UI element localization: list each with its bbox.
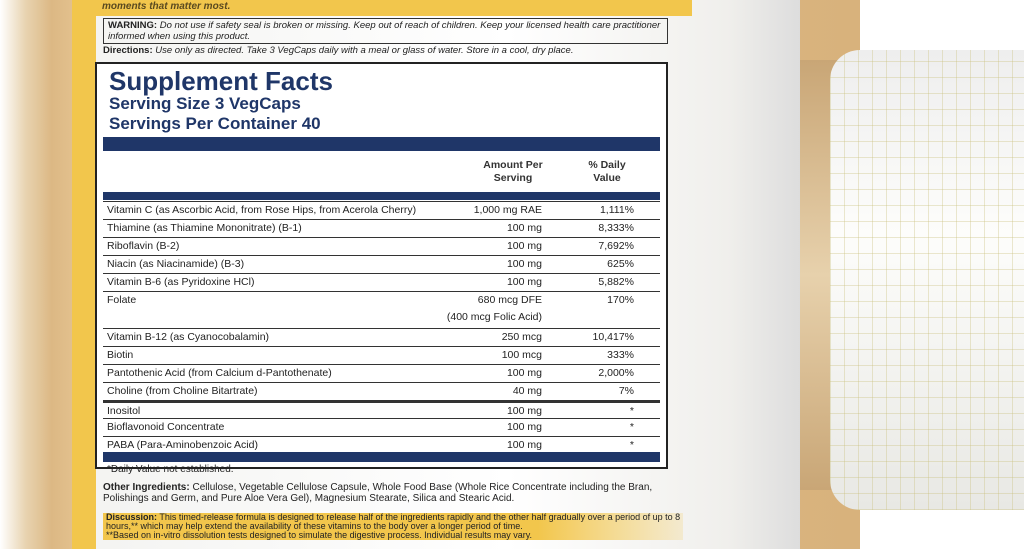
amount: 680 mcg DFE: [477, 294, 542, 306]
col-amount: Amount Per Serving: [483, 159, 543, 184]
amount: 100 mcg: [501, 349, 542, 361]
divider-bar: [103, 137, 660, 151]
table-row: Vitamin C (as Ascorbic Acid, from Rose H…: [103, 201, 660, 219]
amount-detail: (400 mcg Folic Acid): [446, 311, 542, 323]
table-row: Niacin (as Niacinamide) (B-3) 100 mg 625%: [103, 255, 660, 273]
label-stripe: [72, 0, 96, 549]
table-row: Vitamin B-6 (as Pyridoxine HCl) 100 mg 5,8…: [103, 273, 660, 291]
amount: 100 mg: [506, 405, 542, 417]
other-ingredients: Other Ingredients: Cellulose, Vegetable …: [103, 482, 653, 504]
nutrient-name: Niacin (as Niacinamide) (B-3): [107, 258, 245, 270]
table-row: Choline (from Choline Bitartrate) 40 mg 7%: [103, 382, 660, 400]
divider-bar: [103, 192, 660, 200]
col-dv: % Daily Value: [588, 159, 626, 184]
table-row: Biotin 100 mcg 333%: [103, 346, 660, 364]
daily-value: 5,882%: [598, 276, 634, 288]
table-row: Riboflavin (B-2) 100 mg 7,692%: [103, 237, 660, 255]
daily-value: *: [629, 405, 634, 417]
nutrient-name: Vitamin B-12 (as Cyanocobalamin): [107, 331, 270, 343]
nutrient-name: Vitamin B-6 (as Pyridoxine HCl): [107, 276, 255, 288]
tagline: moments that matter most.: [72, 0, 692, 16]
nutrient-name: Pantothenic Acid (from Calcium d-Pantoth…: [107, 367, 332, 379]
amount: 100 mg: [506, 258, 542, 270]
divider-bar: [103, 452, 660, 462]
nutrient-name: Biotin: [107, 349, 134, 361]
table-row: Thiamine (as Thiamine Mononitrate) (B-1)…: [103, 219, 660, 237]
daily-value: 170%: [607, 294, 634, 306]
daily-value: 1,111%: [599, 204, 634, 216]
amount: 1,000 mg RAE: [473, 204, 542, 216]
nutrient-name: Thiamine (as Thiamine Mononitrate) (B-1): [107, 222, 302, 234]
footnote: *Daily Value not established.: [107, 464, 234, 475]
daily-value: 625%: [607, 258, 634, 270]
table-row: Vitamin B-12 (as Cyanocobalamin) 250 mcg 1…: [103, 328, 660, 346]
table-row: Folate 680 mcg DFE (400 mcg Folic Acid) 170…: [103, 291, 660, 327]
supplement-facts-panel: Supplement Facts Serving Size 3 VegCaps …: [95, 62, 668, 475]
table-row: PABA (Para-Aminobenzoic Acid) 100 mg *: [103, 436, 660, 454]
nutrient-name: Bioflavonoid Concentrate: [107, 421, 225, 433]
daily-value: *: [629, 421, 634, 433]
daily-value: 7,692%: [598, 240, 634, 252]
amount: 100 mg: [506, 421, 542, 433]
warning: WARNING: Do not use if safety seal is br…: [103, 18, 668, 44]
daily-value: 8,333%: [598, 222, 634, 234]
amount: 100 mg: [506, 367, 542, 379]
serving-size: Serving Size 3 VegCaps: [109, 94, 301, 113]
servings-per-container: Servings Per Container 40: [109, 114, 321, 133]
table-row: Pantothenic Acid (from Calcium d-Pantoth…: [103, 364, 660, 382]
nutrient-name: Choline (from Choline Bitartrate): [107, 385, 258, 397]
table-row: Inositol 100 mg *: [103, 400, 660, 418]
amount: 100 mg: [506, 222, 542, 234]
nutrient-name: PABA (Para-Aminobenzoic Acid): [107, 439, 258, 451]
nutrient-name: Inositol: [107, 405, 141, 417]
amount: 100 mg: [506, 439, 542, 451]
daily-value: 2,000%: [598, 367, 634, 379]
amount: 250 mcg: [501, 331, 542, 343]
nutrient-name: Folate: [107, 294, 137, 306]
amount: 100 mg: [506, 240, 542, 252]
directions: Directions: Use only as directed. Take 3…: [103, 45, 574, 56]
bottle-cap: [830, 50, 1024, 510]
discussion: Discussion: This timed-release formula i…: [103, 513, 683, 540]
daily-value: 7%: [618, 385, 634, 397]
nutrient-name: Vitamin C (as Ascorbic Acid, from Rose H…: [107, 204, 417, 216]
daily-value: 333%: [607, 349, 634, 361]
amount: 40 mg: [512, 385, 542, 397]
nutrient-name: Riboflavin (B-2): [107, 240, 180, 252]
panel-title: Supplement Facts: [109, 66, 333, 96]
amount: 100 mg: [506, 276, 542, 288]
daily-value: *: [629, 439, 634, 451]
table-row: Bioflavonoid Concentrate 100 mg *: [103, 418, 660, 436]
daily-value: 10,417%: [592, 331, 634, 343]
